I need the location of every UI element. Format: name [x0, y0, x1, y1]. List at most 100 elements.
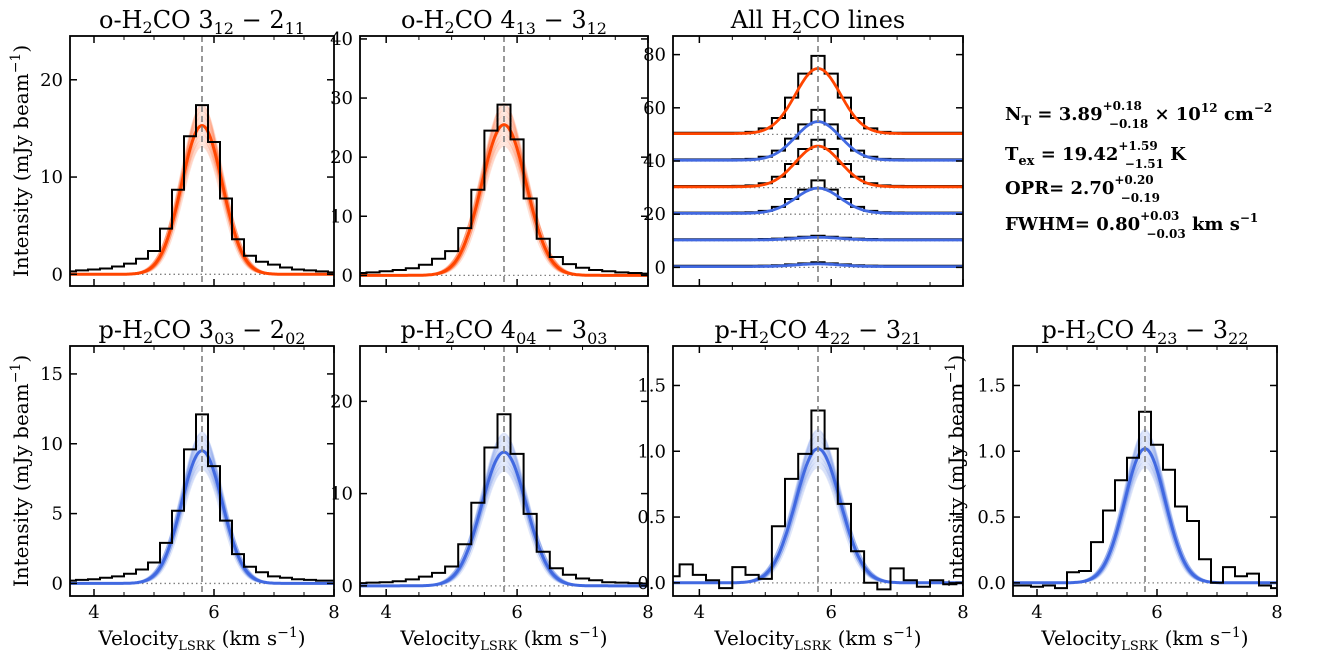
- y-tick-label: 10: [40, 167, 63, 188]
- y-tick-label: 20: [40, 70, 63, 91]
- panel-title: All H2CO lines: [730, 6, 905, 37]
- axes-frame: [69, 35, 335, 287]
- posterior-sample: [1013, 465, 1277, 584]
- y-tick-label: 20: [643, 204, 666, 225]
- y-axis-label: Intensity (mJy beam−1): [8, 45, 33, 277]
- plot-area: [70, 36, 334, 286]
- x-tick-label: 6: [208, 602, 219, 623]
- posterior-sample: [360, 130, 648, 277]
- y-tick-label: 0.5: [977, 507, 1006, 528]
- x-axis-label: VelocityLSRK (km s−1): [1040, 625, 1248, 654]
- panel-p-3_03: 4 6 8 0 5 10 15 p-H2CO 303 − 202 Intensity (mJy …: [8, 316, 340, 654]
- model-line: [360, 123, 648, 277]
- panel-o-3_12: 0 10 20 o-H2CO 312 − 211 Intensity (mJy beam…: [8, 6, 335, 287]
- posterior-sample: [673, 466, 963, 584]
- x-tick-label: 6: [825, 602, 836, 623]
- fit-results-annotation: NT = 3.89+0.18 −0.18 × 1012 cm−2 Tex = 19.…: [1005, 99, 1272, 241]
- spectrum-line: [360, 413, 648, 585]
- plot-area: [360, 346, 648, 596]
- x-tick-label: 8: [642, 602, 653, 623]
- y-tick-label: 0.0: [977, 573, 1006, 594]
- column-density-text: NT = 3.89+0.18 −0.18 × 1012 cm−2: [1005, 99, 1272, 131]
- y-tick-label: 1.5: [637, 375, 666, 396]
- panel-p-4_22: 4 6 8 0.0 0.5 1.0 1.5 p-H2CO 422 − 321 VelocityL…: [637, 316, 968, 654]
- y-tick-label: 0.0: [637, 573, 666, 594]
- y-tick-label: 10: [330, 206, 353, 227]
- panel-title: p-H2CO 423 − 322: [1042, 316, 1249, 348]
- spectrum-line: [1013, 410, 1277, 590]
- plot-area: [673, 346, 963, 596]
- x-tick-label: 8: [1271, 602, 1282, 623]
- y-tick-label: 30: [330, 88, 353, 109]
- posterior-sample: [70, 463, 334, 585]
- posterior-sample: [360, 132, 648, 277]
- axes-frame: [359, 35, 649, 287]
- posterior-sample: [1013, 466, 1277, 584]
- posterior-sample: [673, 465, 963, 584]
- fwhm-text: FWHM= 0.80+0.03 −0.03 km s−1: [1005, 209, 1258, 241]
- y-tick-label: 1.5: [977, 375, 1006, 396]
- panel-title: o-H2CO 413 − 312: [401, 6, 607, 38]
- plot-area: [70, 346, 334, 596]
- spectrum-line: [70, 104, 334, 274]
- model-line: [360, 450, 648, 588]
- y-tick-label: 5: [52, 504, 63, 525]
- x-tick-label: 8: [328, 602, 339, 623]
- spectrum-line: [70, 413, 334, 582]
- plot-area: [1013, 346, 1277, 596]
- y-tick-label: 40: [330, 29, 353, 50]
- x-tick-label: 4: [694, 602, 705, 623]
- y-tick-label: 20: [330, 391, 353, 412]
- opr-text: OPR= 2.70+0.20 −0.19: [1005, 173, 1160, 205]
- y-tick-label: 0: [52, 573, 63, 594]
- y-tick-label: 10: [330, 484, 353, 505]
- x-axis-label: VelocityLSRK (km s−1): [399, 625, 607, 654]
- posterior-sample: [70, 132, 334, 275]
- y-axis-label: Intensity (mJy beam−1): [943, 355, 968, 587]
- x-axis-label: VelocityLSRK (km s−1): [713, 625, 921, 654]
- x-tick-label: 4: [380, 602, 391, 623]
- axes-frame: [359, 345, 649, 597]
- y-tick-label: 15: [40, 364, 63, 385]
- model-line: [70, 123, 334, 276]
- y-axis-label: Intensity (mJy beam−1): [8, 355, 33, 587]
- panel-o-4_13: 0 10 20 30 40 o-H2CO 413 − 312: [330, 6, 649, 287]
- y-tick-label: 0.5: [637, 507, 666, 528]
- y-tick-label: 0: [342, 265, 353, 286]
- spectrum-line: [360, 103, 648, 275]
- y-tick-label: 0: [342, 576, 353, 597]
- plot-area: [360, 36, 648, 286]
- panel-title: p-H2CO 422 − 321: [715, 316, 922, 348]
- posterior-sample: [70, 131, 334, 275]
- y-tick-label: 0: [52, 264, 63, 285]
- x-tick-label: 8: [957, 602, 968, 623]
- panel-p-4_23: 4 6 8 0.0 0.5 1.0 1.5 p-H2CO 423 − 322 Intensity…: [943, 316, 1283, 654]
- model-line: [673, 262, 963, 268]
- x-tick-label: 4: [88, 602, 99, 623]
- posterior-sample: [70, 465, 334, 585]
- excitation-temperature-text: Tex = 19.42+1.59 −1.51 K: [1005, 139, 1187, 171]
- x-tick-label: 6: [511, 602, 522, 623]
- y-tick-label: 60: [643, 98, 666, 119]
- spectrum-line: [673, 409, 963, 591]
- panel-title: p-H2CO 404 − 303: [401, 316, 608, 348]
- y-tick-label: 40: [643, 151, 666, 172]
- panel-all: 0 20 40 60 80 All H2CO lines: [643, 6, 964, 287]
- axes-frame: [672, 345, 964, 597]
- y-tick-label: 80: [643, 45, 666, 66]
- x-tick-label: 4: [1031, 602, 1042, 623]
- y-tick-label: 1.0: [977, 441, 1006, 462]
- x-tick-label: 6: [1151, 602, 1162, 623]
- y-tick-label: 20: [330, 147, 353, 168]
- x-axis-label: VelocityLSRK (km s−1): [97, 625, 305, 654]
- posterior-sample: [360, 133, 648, 277]
- panel-title: o-H2CO 312 − 211: [99, 6, 305, 38]
- y-tick-label: 1.0: [637, 441, 666, 462]
- panel-title: p-H2CO 303 − 202: [99, 316, 306, 348]
- y-tick-label: 0: [655, 257, 666, 278]
- axes-frame: [1012, 345, 1278, 597]
- plot-area: [673, 36, 963, 286]
- y-tick-label: 10: [40, 434, 63, 455]
